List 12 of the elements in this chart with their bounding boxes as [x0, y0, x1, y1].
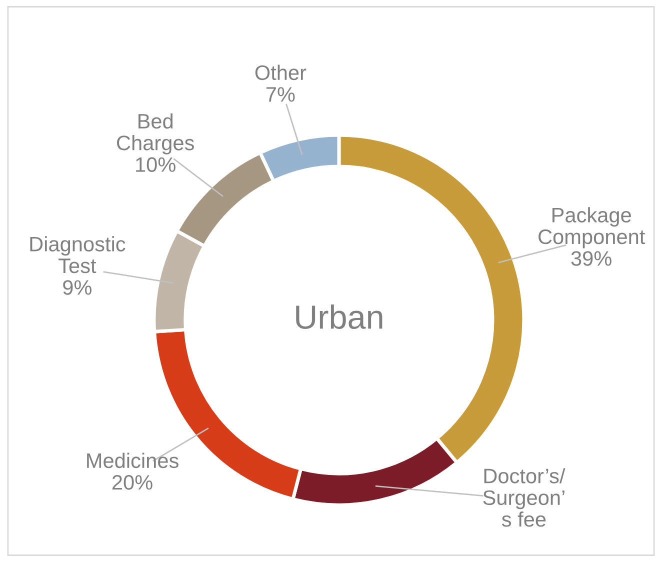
data-label: 9% [63, 280, 92, 295]
data-label: 10% [136, 157, 176, 172]
slice-label: Medicines [87, 452, 178, 468]
slice-label: Doctor’s/ Surgeon’ s fee [483, 468, 566, 527]
data-label: 20% [112, 475, 152, 490]
slice-label: Package Component [538, 207, 646, 248]
text: Urban [296, 304, 382, 329]
data-label: 7% [266, 87, 295, 102]
slice-label: Bed Charges [117, 113, 194, 154]
slice-label: Diagnostic Test [30, 236, 126, 274]
slice-label: Other [255, 64, 306, 80]
data-label: 39% [571, 251, 612, 266]
